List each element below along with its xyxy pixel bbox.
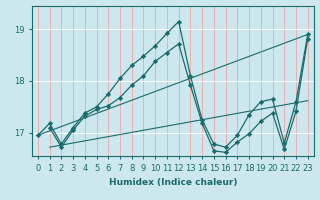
- X-axis label: Humidex (Indice chaleur): Humidex (Indice chaleur): [108, 178, 237, 187]
